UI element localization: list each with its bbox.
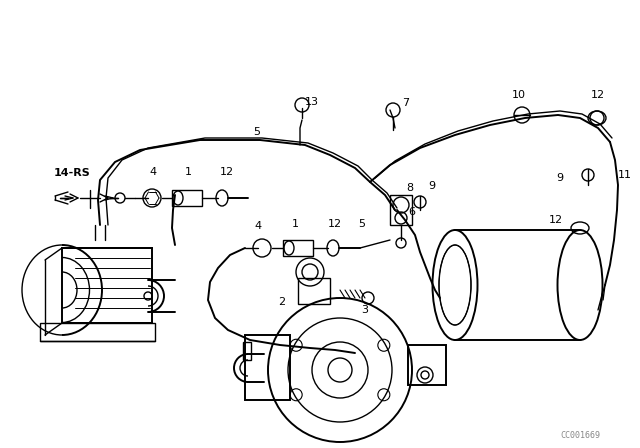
Text: 8: 8 <box>406 183 413 193</box>
Text: 4: 4 <box>255 221 262 231</box>
Bar <box>172 190 202 206</box>
Text: 9: 9 <box>428 181 436 191</box>
Text: 6: 6 <box>408 207 415 217</box>
Text: 1: 1 <box>184 167 191 177</box>
Bar <box>298 278 330 304</box>
Text: 1: 1 <box>291 219 298 229</box>
Bar <box>390 195 412 225</box>
Bar <box>243 342 251 360</box>
Text: 12: 12 <box>591 90 605 100</box>
Text: 9: 9 <box>556 173 564 183</box>
Text: CC001669: CC001669 <box>560 431 600 439</box>
Text: 14-RS: 14-RS <box>54 168 90 178</box>
Text: 2: 2 <box>278 297 285 307</box>
Text: 10: 10 <box>512 90 526 100</box>
Text: 4: 4 <box>149 167 157 177</box>
Bar <box>283 240 313 256</box>
Text: 13: 13 <box>305 97 319 107</box>
Text: 7: 7 <box>403 98 410 108</box>
Bar <box>62 248 152 323</box>
Text: 5: 5 <box>253 127 260 137</box>
Bar <box>40 323 155 341</box>
Text: 12: 12 <box>549 215 563 225</box>
Text: 11: 11 <box>618 170 632 180</box>
Text: 12: 12 <box>220 167 234 177</box>
Text: 5: 5 <box>358 219 365 229</box>
Text: 12: 12 <box>328 219 342 229</box>
Bar <box>245 335 290 400</box>
Text: 3: 3 <box>362 305 369 315</box>
Bar <box>408 345 446 385</box>
